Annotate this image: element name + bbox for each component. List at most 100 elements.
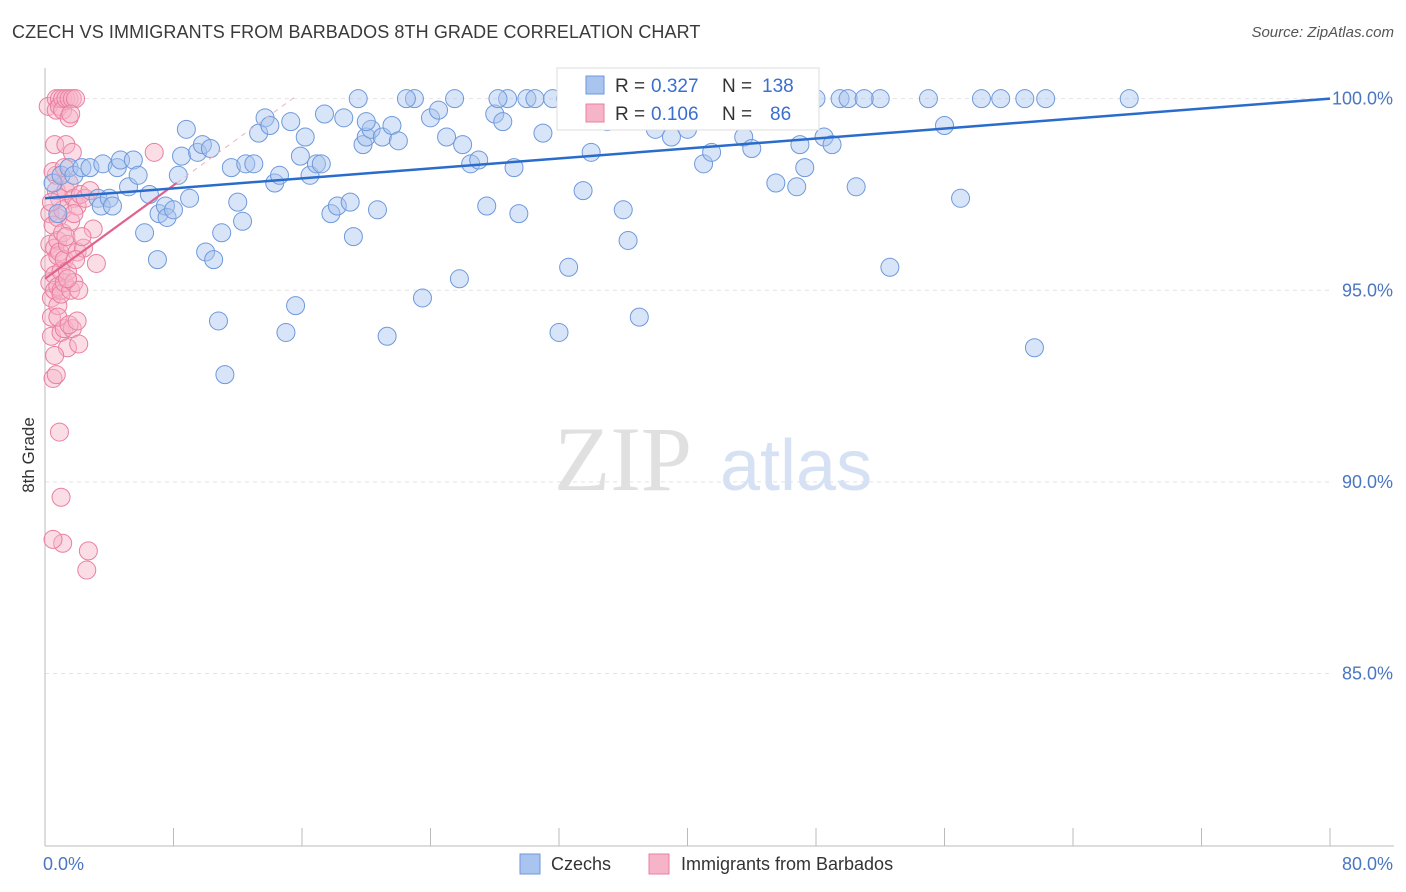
- czech-point: [854, 89, 874, 109]
- watermark-atlas: atlas: [720, 426, 872, 506]
- czech-point: [396, 89, 416, 109]
- legend-barbados-r-label: R =: [615, 104, 645, 125]
- y-axis-label: 8th Grade: [19, 417, 38, 493]
- czech-point: [795, 158, 815, 178]
- czech-point: [196, 242, 216, 262]
- legend-czech-r-label: R =: [615, 76, 645, 97]
- czech-point: [661, 127, 681, 147]
- czech-point: [951, 188, 971, 208]
- barbados-point: [56, 135, 76, 155]
- barbados-point: [66, 250, 86, 270]
- barbados-point: [66, 89, 86, 109]
- czech-point: [477, 196, 497, 216]
- czech-point: [123, 150, 143, 170]
- trendlines: [44, 94, 1331, 280]
- czech-point: [581, 142, 601, 162]
- barbados-point: [43, 368, 63, 388]
- barbados-point: [46, 365, 66, 385]
- barbados-point: [45, 135, 65, 155]
- bottom-legend-czech-swatch: [519, 853, 541, 875]
- barbados-point: [83, 219, 103, 239]
- czech-point: [204, 250, 224, 270]
- czech-point: [429, 100, 449, 120]
- czech-point: [340, 192, 360, 212]
- czech-point: [48, 204, 68, 224]
- czech-point: [64, 165, 84, 185]
- czech-point: [377, 326, 397, 346]
- czech-point: [573, 181, 593, 201]
- barbados-point: [43, 529, 63, 549]
- czech-point: [388, 131, 408, 151]
- barbados-point: [69, 334, 89, 354]
- legend-barbados-n-label: N =: [722, 104, 752, 125]
- czech-point: [102, 196, 122, 216]
- gridlines: [45, 98, 1330, 675]
- czech-point: [300, 165, 320, 185]
- barbados-point: [56, 227, 76, 247]
- czech-series: [43, 89, 1139, 385]
- barbados-point: [77, 560, 97, 580]
- czech-point: [445, 89, 465, 109]
- czech-point: [260, 115, 280, 135]
- barbados-point: [45, 345, 65, 365]
- czech-point: [228, 192, 248, 212]
- czech-point: [509, 204, 529, 224]
- czech-point: [618, 230, 638, 250]
- bottom-legend-czech-label: Czechs: [551, 854, 611, 874]
- czech-point: [991, 89, 1011, 109]
- czech-point: [485, 104, 505, 124]
- czech-trendline: [44, 97, 1331, 200]
- czech-point: [172, 146, 192, 166]
- barbados-point: [62, 142, 82, 162]
- bottom-legend-barbados-swatch: [648, 853, 670, 875]
- czech-point: [334, 108, 354, 128]
- czech-point: [533, 123, 553, 143]
- czech-point: [348, 89, 368, 109]
- czech-point: [613, 200, 633, 220]
- czech-point: [449, 269, 469, 289]
- czech-point: [830, 89, 850, 109]
- barbados-trend-extension: [176, 94, 298, 184]
- barbados-point: [48, 307, 68, 327]
- barbados-point: [67, 311, 87, 331]
- czech-point: [147, 250, 167, 270]
- barbados-point: [61, 104, 81, 124]
- czech-point: [276, 322, 296, 342]
- czech-point: [846, 177, 866, 197]
- x-tick-label-min: 0.0%: [43, 854, 84, 874]
- y-tick-label-100: 100.0%: [1332, 89, 1393, 109]
- czech-point: [437, 127, 457, 147]
- czech-point: [549, 322, 569, 342]
- czech-point: [164, 200, 183, 220]
- czech-point: [180, 188, 200, 208]
- legend-barbados-swatch: [585, 103, 605, 123]
- y-tick-label-95: 95.0%: [1342, 280, 1393, 300]
- czech-point: [128, 165, 148, 185]
- watermark-zip: ZIP: [554, 408, 692, 510]
- czech-point: [356, 112, 376, 132]
- czech-point: [306, 154, 326, 174]
- czech-point: [208, 311, 228, 331]
- czech-point: [286, 296, 306, 316]
- barbados-series: [38, 89, 164, 580]
- czech-point: [404, 89, 424, 109]
- top-legend: R = 0.327 N = 138 R = 0.106 N = 86: [556, 67, 820, 131]
- czech-point: [215, 365, 235, 385]
- czech-point: [918, 89, 938, 109]
- source-label: Source: ZipAtlas.com: [1251, 24, 1394, 41]
- legend-barbados-n-value: 86: [770, 104, 791, 125]
- barbados-point: [51, 487, 71, 507]
- barbados-point: [49, 422, 69, 442]
- czech-point: [157, 207, 177, 227]
- barbados-point: [48, 296, 68, 316]
- czech-point: [453, 135, 473, 155]
- barbados-point: [41, 288, 61, 308]
- czech-point: [80, 158, 100, 178]
- czech-point: [135, 223, 155, 243]
- czech-point: [493, 112, 513, 132]
- legend-czech-swatch: [585, 75, 605, 95]
- y-tick-label-85: 85.0%: [1342, 664, 1393, 684]
- czech-point: [233, 211, 253, 231]
- czech-point: [327, 196, 347, 216]
